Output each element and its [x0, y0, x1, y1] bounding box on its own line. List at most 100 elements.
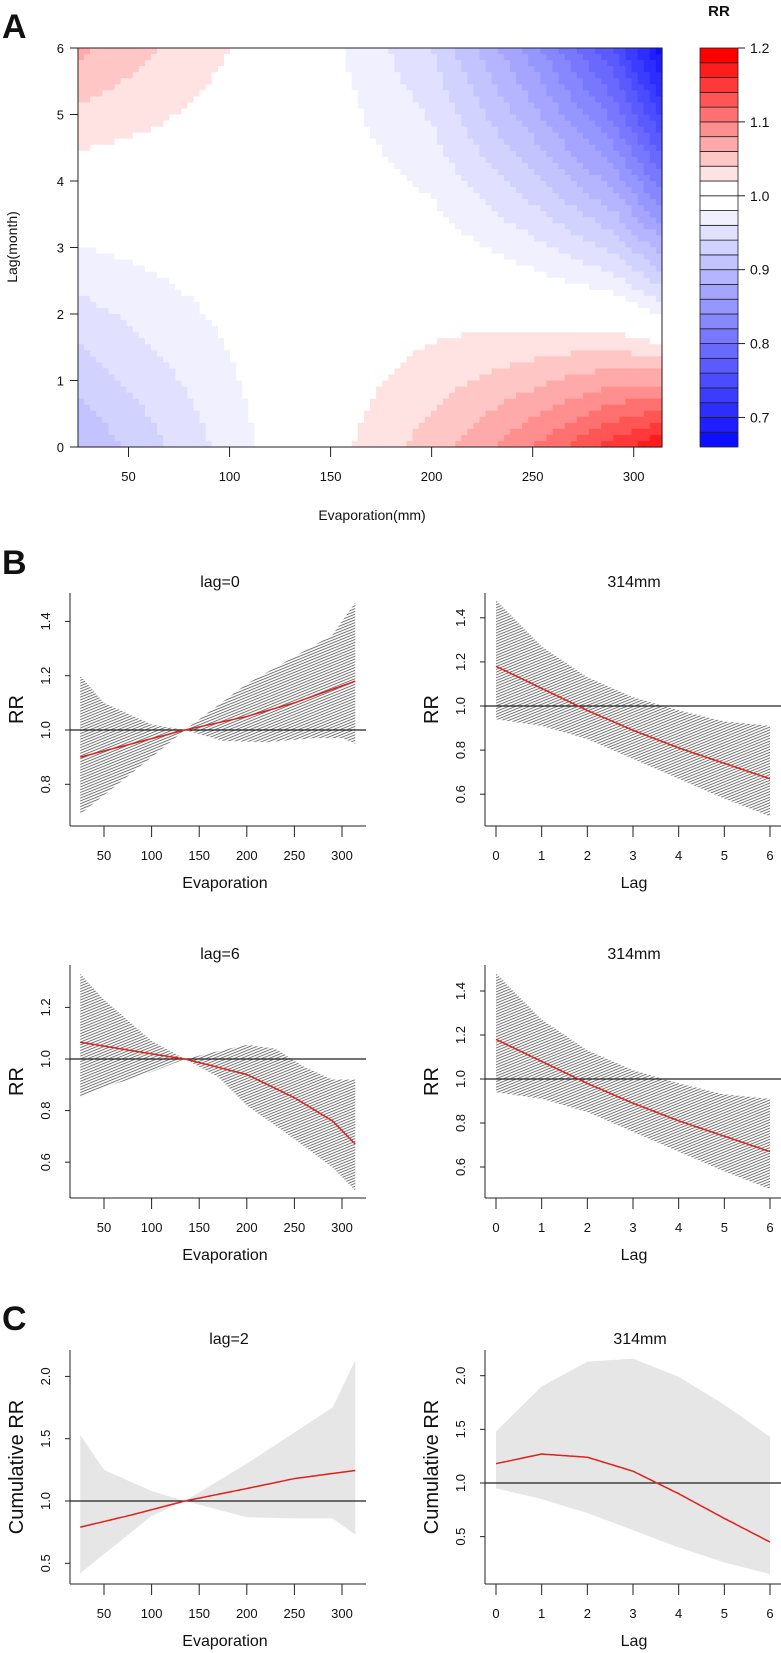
contour-cell	[205, 289, 213, 297]
contour-cell	[388, 301, 395, 309]
contour-cell	[175, 187, 183, 194]
contour-cell	[126, 362, 134, 370]
contour-cell	[84, 90, 91, 97]
contour-cell	[205, 326, 213, 333]
contour-cell	[84, 229, 91, 237]
contour-cell	[351, 84, 359, 91]
contour-cell	[260, 96, 268, 104]
contour-cell	[528, 265, 535, 273]
contour-cell	[138, 332, 146, 339]
contour-cell	[126, 150, 134, 158]
contour-cell	[254, 259, 262, 267]
contour-cell	[108, 241, 116, 249]
contour-cell	[230, 66, 237, 73]
contour-cell	[327, 96, 335, 104]
contour-cell	[303, 404, 310, 412]
contour-cell	[303, 380, 310, 388]
contour-cell	[503, 120, 511, 128]
contour-cell	[266, 434, 274, 442]
contour-cell	[230, 247, 237, 255]
contour-cell	[461, 301, 468, 309]
contour-cell	[290, 410, 298, 418]
contour-cell	[278, 78, 286, 85]
contour-cell	[473, 108, 481, 116]
contour-cell	[424, 193, 432, 200]
contour-cell	[345, 253, 353, 261]
contour-cell	[108, 380, 116, 388]
contour-cell	[187, 90, 195, 97]
contour-cell	[315, 368, 322, 376]
contour-cell	[187, 102, 195, 110]
contour-cell	[230, 90, 237, 97]
contour-cell	[90, 283, 97, 291]
contour-cell	[236, 48, 243, 55]
contour-cell	[126, 386, 134, 394]
contour-cell	[522, 60, 529, 67]
contour-cell	[351, 54, 359, 61]
contour-cell	[278, 199, 286, 206]
contour-cell	[114, 72, 122, 79]
contour-cell	[394, 72, 402, 79]
contour-cell	[217, 174, 225, 182]
contour-cell	[303, 60, 310, 67]
contour-cell	[345, 181, 353, 188]
contour-cell	[455, 66, 462, 73]
contour-cell	[370, 404, 377, 412]
contour-cell	[315, 138, 322, 146]
contour-cell	[266, 211, 274, 218]
contour-cell	[132, 138, 140, 146]
contour-cell	[284, 320, 292, 327]
contour-cell	[78, 138, 85, 146]
contour-cell	[467, 386, 475, 394]
contour-cell	[175, 235, 183, 243]
contour-cell	[224, 78, 231, 85]
contour-cell	[96, 295, 103, 303]
contour-cell	[187, 108, 195, 116]
contour-cell	[284, 289, 292, 297]
contour-cell	[224, 392, 231, 400]
contour-cell	[394, 66, 402, 73]
contour-cell	[430, 253, 438, 261]
contour-cell	[242, 108, 249, 116]
contour-cell	[309, 259, 316, 267]
contour-cell	[388, 314, 395, 321]
contour-cell	[303, 241, 310, 249]
contour-cell	[181, 344, 189, 351]
contour-cell	[370, 301, 377, 309]
contour-cell	[248, 428, 256, 436]
contour-cell	[236, 235, 243, 243]
contour-cell	[278, 338, 286, 345]
contour-cell	[430, 84, 438, 91]
contour-cell	[473, 138, 481, 146]
contour-cell	[78, 72, 85, 79]
contour-cell	[430, 223, 438, 230]
contour-cell	[534, 102, 541, 110]
contour-cell	[333, 90, 341, 97]
contour-cell	[315, 434, 322, 442]
contour-cell	[84, 332, 91, 339]
contour-cell	[144, 398, 152, 406]
contour-cell	[321, 132, 329, 140]
contour-cell	[479, 241, 487, 249]
contour-cell	[382, 398, 389, 406]
contour-cell	[339, 48, 347, 55]
contour-cell	[199, 374, 207, 382]
contour-cell	[406, 132, 414, 140]
contour-cell	[108, 150, 116, 158]
contour-cell	[509, 283, 517, 291]
contour-cell	[491, 162, 499, 170]
contour-cell	[181, 102, 189, 110]
contour-cell	[272, 168, 280, 176]
contour-cell	[144, 320, 152, 327]
contour-cell	[242, 241, 249, 249]
contour-cell	[163, 199, 170, 206]
contour-cell	[345, 392, 353, 400]
contour-cell	[321, 422, 329, 430]
contour-cell	[436, 301, 444, 309]
contour-cell	[424, 174, 432, 182]
contour-cell	[199, 283, 207, 291]
contour-cell	[303, 283, 310, 291]
contour-cell	[327, 350, 335, 357]
contour-cell	[315, 253, 322, 261]
contour-cell	[169, 404, 176, 412]
